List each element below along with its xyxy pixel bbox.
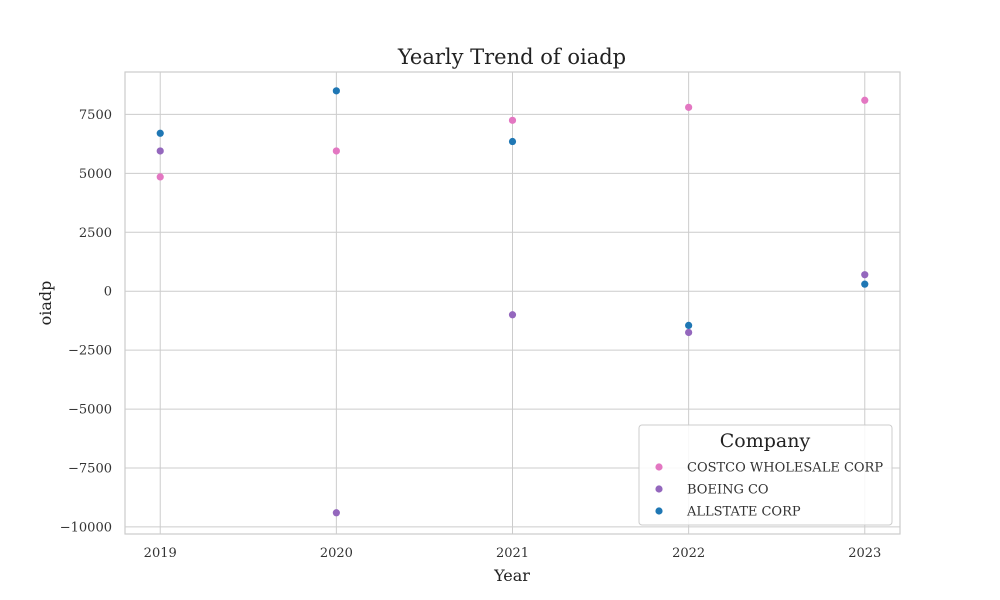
data-point-series-2	[156, 129, 164, 137]
data-points	[156, 87, 869, 517]
tick-labels: −10000 −7500 −5000 −2500 0 2500 5000 7500 2019 20…	[60, 108, 882, 561]
legend-marker	[655, 463, 663, 471]
legend-label: ALLSTATE CORP	[686, 505, 801, 520]
x-tick-label: 2022	[672, 546, 705, 561]
data-point-series-0	[332, 147, 340, 155]
x-axis-title: Year	[493, 566, 530, 585]
data-point-series-1	[156, 147, 164, 155]
data-point-series-2	[332, 87, 340, 95]
y-tick-label: −7500	[68, 462, 112, 477]
legend-title: Company	[720, 430, 811, 452]
data-point-series-2	[861, 280, 869, 288]
data-point-series-1	[685, 328, 693, 337]
x-tick-label: 2023	[848, 546, 881, 561]
plot-area-frame	[124, 71, 901, 535]
legend-label: COSTCO WHOLESALE CORP	[687, 461, 883, 476]
data-point-series-0	[685, 103, 693, 111]
data-point-series-2	[508, 137, 517, 146]
data-point-series-2	[685, 321, 693, 329]
x-tick-label: 2019	[144, 546, 177, 561]
legend: Company COSTCO WHOLESALE CORP BOEING CO AL…	[638, 424, 893, 526]
y-tick-label: 7500	[79, 108, 112, 123]
y-axis-title: oiadp	[36, 281, 55, 326]
y-tick-label: −5000	[68, 403, 112, 418]
x-tick-label: 2021	[496, 546, 529, 561]
data-point-series-0	[156, 173, 164, 181]
data-point-series-0	[861, 96, 869, 104]
legend-marker	[655, 507, 663, 515]
legend-box	[638, 424, 893, 526]
legend-label: BOEING CO	[687, 483, 769, 498]
y-tick-label: 2500	[79, 226, 112, 241]
legend-items: COSTCO WHOLESALE CORP BOEING CO ALLSTATE C…	[655, 461, 883, 520]
y-tick-label: 0	[104, 285, 112, 300]
chart-title: Yearly Trend of oiadp	[397, 45, 626, 69]
legend-marker	[655, 485, 663, 493]
data-point-series-1	[332, 509, 340, 517]
data-point-series-1	[508, 311, 517, 319]
y-tick-label: −10000	[60, 520, 112, 535]
data-point-series-0	[508, 116, 517, 124]
data-point-series-1	[861, 271, 869, 279]
y-tick-label: −2500	[68, 344, 112, 359]
y-tick-label: 5000	[79, 167, 112, 182]
x-tick-label: 2020	[320, 546, 353, 561]
